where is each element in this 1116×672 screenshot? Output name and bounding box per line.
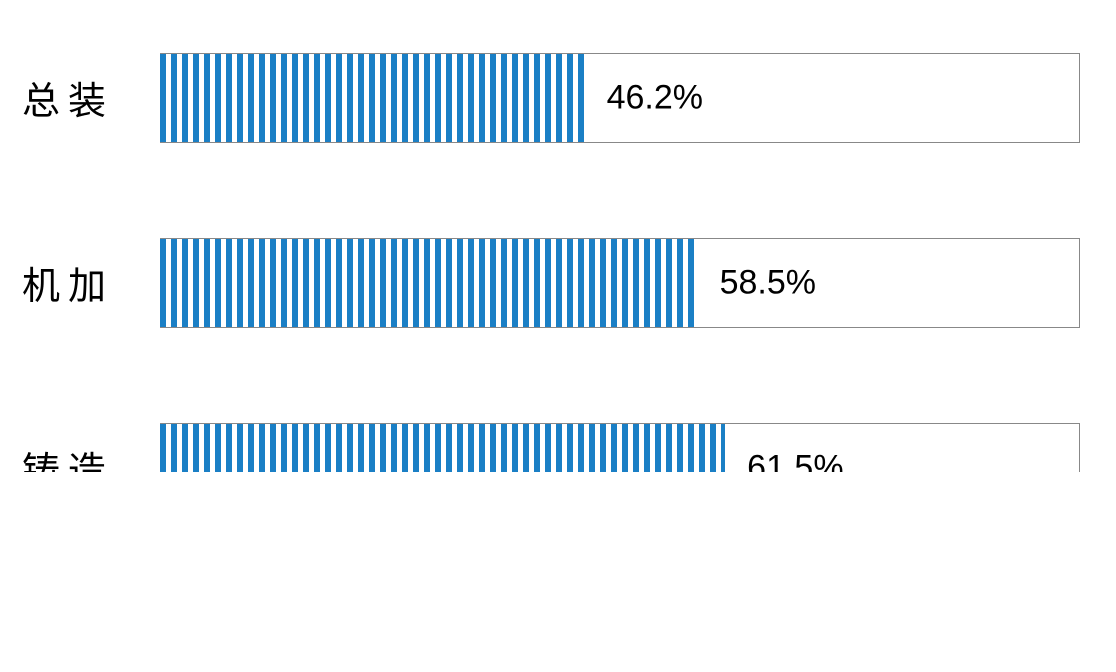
bar-track: 58.5% bbox=[160, 238, 1080, 328]
bar-row: 总装 46.2% bbox=[0, 50, 1116, 145]
bar-track: 46.2% bbox=[160, 53, 1080, 143]
crop-mask bbox=[0, 472, 1116, 672]
bar-chart: 总装46.2%机加58.5%铸造61.5% bbox=[0, 0, 1116, 537]
bar-fill bbox=[160, 54, 585, 142]
bar-row: 机加 58.5% bbox=[0, 235, 1116, 330]
category-label: 总装 bbox=[0, 70, 160, 125]
value-label: 58.5% bbox=[720, 263, 816, 302]
category-label: 机加 bbox=[0, 255, 160, 310]
value-label: 46.2% bbox=[607, 78, 703, 117]
bar-fill bbox=[160, 239, 698, 327]
